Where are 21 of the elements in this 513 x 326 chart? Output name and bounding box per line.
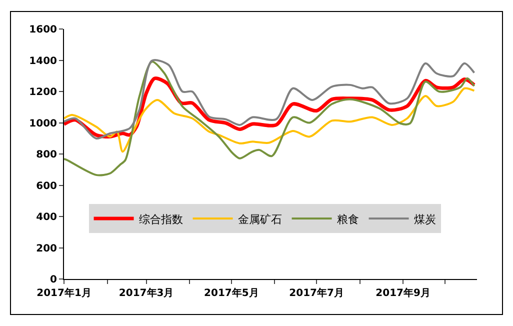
x-tick-label: 2017年9月 [376,287,430,299]
y-tick-label: 1600 [29,24,58,36]
line-series [64,59,476,140]
line-series [64,60,476,176]
x-tick-label: 2017年1月 [36,287,92,299]
y-tick-label: 1400 [29,56,58,67]
legend-label: 金属矿石 [238,212,282,226]
line-series [64,87,476,153]
x-tick-label: 2017年7月 [289,287,344,299]
y-tick-label: 600 [36,180,58,192]
y-tick-label: 800 [36,150,58,160]
y-tick-label: 0 [50,274,58,286]
x-tick-label: 2017年3月 [118,287,174,299]
y-tick-label: 1200 [29,87,58,98]
y-tick-label: 200 [36,243,58,254]
y-tick-label: 1000 [29,118,58,130]
y-tick-label: 400 [36,212,58,223]
legend-label: 粮食 [336,212,359,226]
legend-label: 煤炭 [414,212,436,226]
x-tick-label: 2017年5月 [204,287,259,299]
legend-label: 综合指数 [138,212,183,226]
